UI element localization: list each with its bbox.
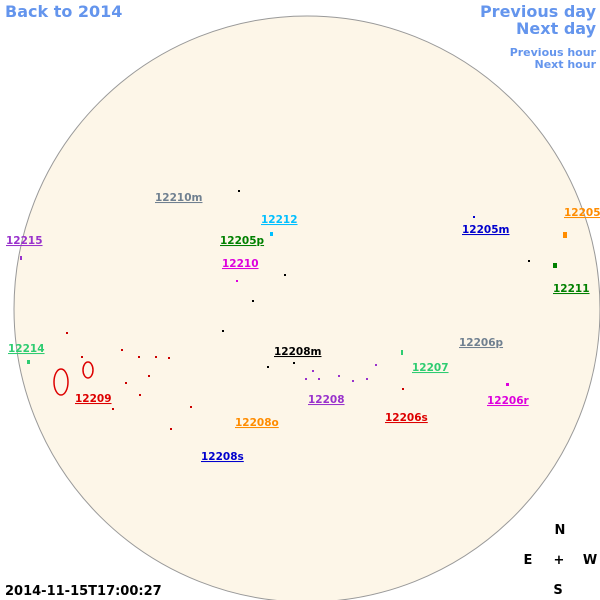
region-label: 12206r [487, 395, 530, 407]
spot [338, 375, 340, 377]
region-label: 12205 [564, 207, 600, 219]
spot [402, 388, 404, 390]
spot [27, 360, 30, 364]
region-label: 12208s [201, 451, 244, 463]
spot [352, 380, 354, 382]
region-label: 12208m [274, 346, 322, 358]
spot [168, 357, 170, 359]
timestamp: 2014-11-15T17:00:27 [5, 584, 162, 599]
spot [528, 260, 530, 262]
region-label: 12209 [75, 393, 112, 405]
spot [125, 382, 127, 384]
previous-hour-link[interactable]: Previous hour [510, 46, 597, 59]
spot [252, 300, 254, 302]
region-label: 12205p [220, 235, 265, 247]
spot [284, 274, 286, 276]
region-label: 12210m [155, 192, 203, 204]
region-label: 12206s [385, 412, 428, 424]
region-label: 12206p [459, 337, 504, 349]
spot [267, 366, 269, 368]
spot [139, 394, 141, 396]
sunspots [20, 190, 567, 430]
spot [148, 375, 150, 377]
compass-center: + [554, 553, 565, 568]
spot [238, 190, 240, 192]
spot [190, 406, 192, 408]
spot [121, 349, 123, 351]
region-label: 12211 [553, 283, 590, 295]
region-label: 12208 [308, 394, 345, 406]
spot [66, 332, 68, 334]
spot [81, 356, 83, 358]
compass: N E + W S [524, 523, 598, 598]
next-hour-link[interactable]: Next hour [535, 58, 597, 71]
spot [222, 330, 224, 332]
spot [563, 232, 567, 238]
spot [20, 256, 22, 260]
spot [155, 356, 157, 358]
spot [236, 280, 238, 282]
spot-outline [82, 361, 94, 379]
spot [270, 232, 273, 236]
compass-south: S [553, 583, 562, 598]
spot [401, 350, 403, 355]
compass-west: W [583, 553, 597, 568]
spot [318, 378, 320, 380]
spot [138, 356, 140, 358]
previous-day-link[interactable]: Previous day [480, 2, 597, 21]
spot [473, 216, 475, 218]
region-labels: 12210m 12212 12205p 12210 12215 12205m 1… [6, 192, 600, 463]
region-label: 12208o [235, 417, 279, 429]
compass-north: N [555, 523, 566, 538]
spot [375, 364, 377, 366]
spot [506, 383, 509, 386]
region-label: 12205m [462, 224, 510, 236]
spot [553, 263, 557, 268]
spot-outline [53, 368, 69, 396]
region-label: 12210 [222, 258, 259, 270]
region-label: 12214 [8, 343, 45, 355]
back-link[interactable]: Back to 2014 [5, 2, 122, 21]
spot [366, 378, 368, 380]
compass-east: E [524, 553, 533, 568]
region-label: 12215 [6, 235, 43, 247]
spot [305, 378, 307, 380]
region-label: 12212 [261, 214, 298, 226]
spot [293, 362, 295, 364]
solar-disk [13, 15, 600, 600]
next-day-link[interactable]: Next day [516, 19, 597, 38]
spot [312, 370, 314, 372]
region-label: 12207 [412, 362, 449, 374]
spot [170, 428, 172, 430]
spot [112, 408, 114, 410]
